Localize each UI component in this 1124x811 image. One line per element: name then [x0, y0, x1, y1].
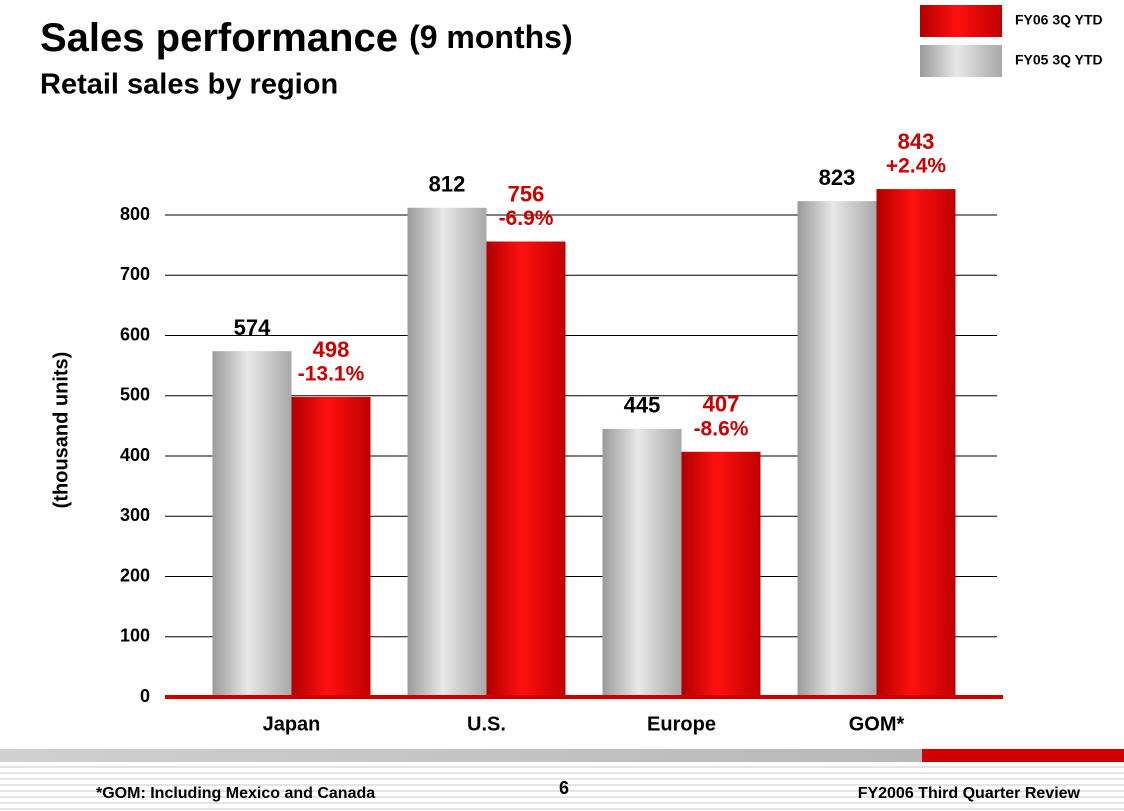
legend-swatch — [920, 5, 1002, 37]
subtitle: Retail sales by region — [40, 69, 338, 101]
change-label: -6.9% — [499, 207, 554, 230]
x-tick-label: GOM* — [849, 713, 905, 735]
footer-report: FY2006 Third Quarter Review — [858, 785, 1081, 802]
change-label: -13.1% — [298, 363, 365, 386]
value-label: 756 — [508, 181, 545, 206]
x-tick-label: Europe — [647, 713, 716, 735]
value-label: 407 — [703, 392, 740, 417]
bar — [291, 396, 371, 697]
footer-band — [0, 749, 922, 762]
slide-title: Sales performance (9 months) — [40, 16, 573, 60]
y-tick-label: 100 — [120, 626, 150, 646]
y-tick-label: 400 — [120, 445, 150, 465]
value-label: 445 — [624, 393, 661, 418]
y-axis-label: (thousand units) — [50, 352, 72, 509]
x-tick-label: U.S. — [467, 713, 506, 735]
title-main: Sales performance — [40, 16, 398, 60]
change-label: -8.6% — [694, 417, 749, 440]
bar — [797, 201, 877, 697]
bar — [602, 428, 682, 697]
y-tick-label: 800 — [120, 204, 150, 224]
bar — [486, 241, 566, 697]
change-label: +2.4% — [886, 155, 946, 178]
title-note: (9 months) — [409, 19, 573, 55]
y-tick-label: 300 — [120, 505, 150, 525]
y-tick-label: 500 — [120, 385, 150, 405]
legend-label: FY05 3Q YTD — [1015, 52, 1103, 68]
value-label: 498 — [313, 337, 350, 362]
bar — [212, 351, 292, 697]
y-tick-label: 600 — [120, 324, 150, 344]
value-label: 823 — [819, 165, 856, 190]
value-label: 574 — [234, 315, 271, 340]
legend-label: FY06 3Q YTD — [1015, 12, 1103, 28]
legend-swatch — [920, 45, 1002, 77]
y-tick-label: 700 — [120, 264, 150, 284]
footer-stripes — [0, 766, 1124, 810]
x-tick-label: Japan — [263, 713, 321, 735]
value-label: 843 — [898, 129, 935, 154]
footer-accent — [922, 749, 1124, 762]
bar — [407, 207, 487, 697]
bar — [876, 189, 956, 697]
footer-note: *GOM: Including Mexico and Canada — [96, 785, 375, 802]
page-number: 6 — [559, 778, 569, 798]
y-tick-label: 200 — [120, 565, 150, 585]
y-tick-label: 0 — [140, 686, 150, 706]
bar — [681, 451, 761, 697]
value-label: 812 — [429, 172, 466, 197]
